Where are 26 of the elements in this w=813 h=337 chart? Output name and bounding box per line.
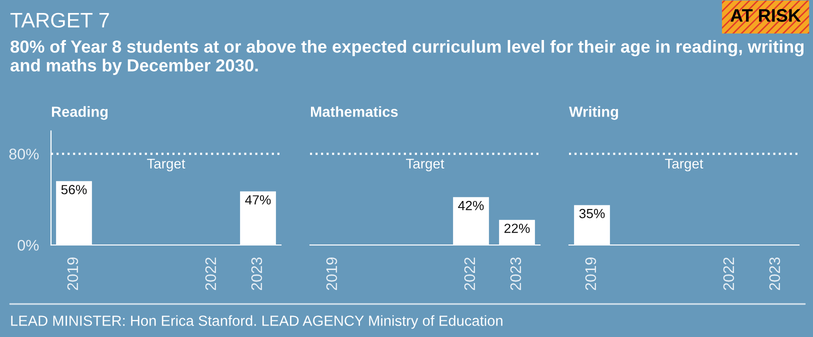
x-tick-label: 2019 (67, 258, 78, 290)
x-tick-label: 2022 (464, 258, 476, 290)
y-tick-label: 80% (9, 148, 39, 160)
x-tick-label: 2023 (251, 257, 262, 290)
ref-line-label: Target (406, 158, 444, 172)
x-tick-label: 2023 (510, 257, 522, 290)
x-tick-label: 2022 (205, 258, 216, 290)
chart-title: Writing (569, 106, 618, 120)
x-tick-label: 2023 (769, 257, 780, 290)
ref-line-label: Target (147, 158, 186, 172)
text: LEAD MINISTER: Hon Erica Stanford. LEAD AGENCY Ministry of Education (11, 315, 502, 329)
data-label: 56% (61, 184, 87, 194)
text: TARGET 7 (10, 12, 109, 28)
data-label: 35% (579, 208, 605, 218)
chart-title: Reading (52, 106, 108, 120)
text: AT RISK (730, 9, 801, 22)
y-tick-label: 0% (18, 240, 39, 251)
ref-line-label: Target (665, 158, 704, 172)
x-tick-label: 2019 (585, 258, 596, 290)
data-label: 42% (458, 200, 484, 210)
x-tick-label: 2022 (723, 258, 734, 290)
data-label: 47% (245, 195, 271, 204)
data-label: 22% (504, 224, 530, 233)
chart-title: Mathematics (310, 106, 398, 117)
x-tick-label: 2019 (326, 258, 338, 290)
text: 80% of Year 8 students at or above the expected curriculum level for their age in reading, writing and maths by December 2030. (10, 40, 804, 75)
